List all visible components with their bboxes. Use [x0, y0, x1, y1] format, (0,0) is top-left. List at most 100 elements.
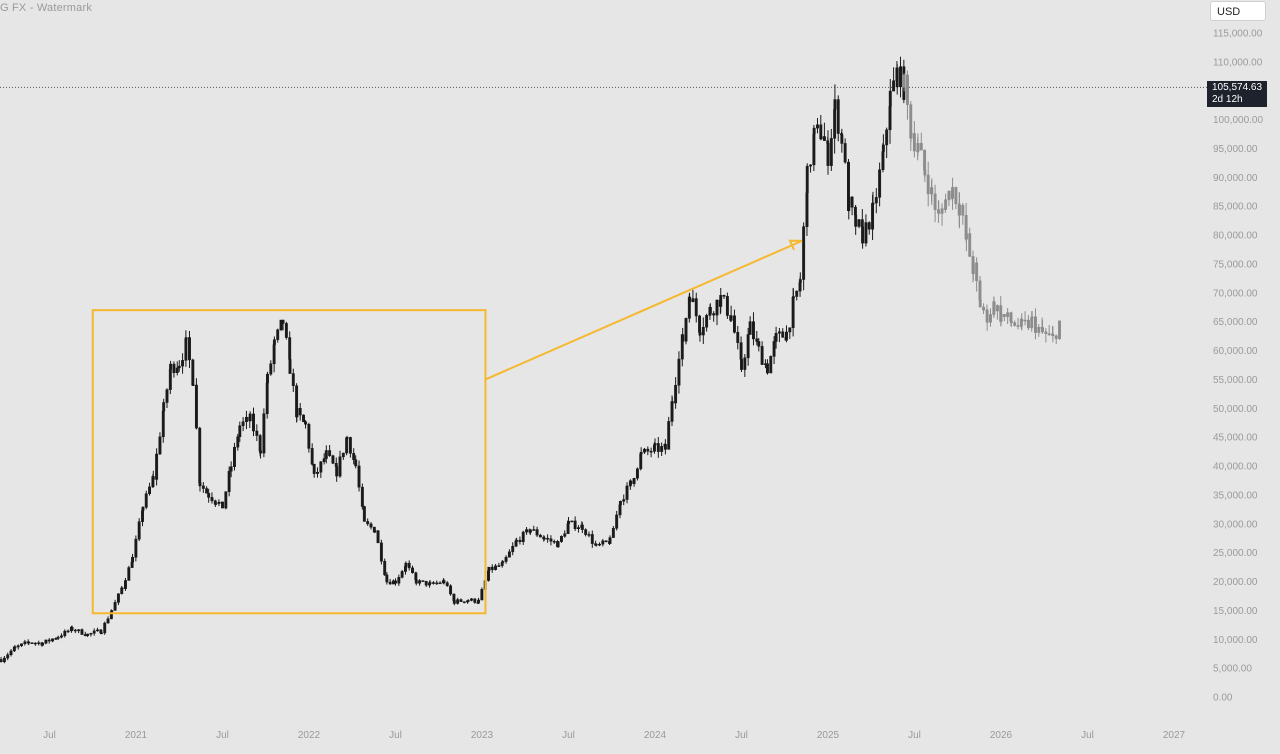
actual-candle-body — [892, 80, 896, 92]
actual-candle-body — [241, 421, 245, 426]
actual-candle-body — [452, 600, 456, 604]
actual-candle-body — [141, 507, 145, 511]
actual-candle-body — [802, 226, 806, 280]
actual-candle-body — [601, 540, 605, 545]
actual-candle-body — [732, 315, 736, 333]
actual-candle-body — [169, 363, 173, 370]
actual-candle-body — [725, 296, 729, 316]
projection-candle-body — [1020, 318, 1024, 322]
projection-candle-body — [968, 233, 972, 257]
actual-candle-body — [532, 529, 536, 531]
actual-candle-body — [373, 530, 377, 533]
projection-candle-body — [1023, 319, 1027, 322]
actual-candle-body — [701, 326, 705, 336]
actual-candle-body — [584, 529, 588, 535]
y-tick-label: 70,000.00 — [1213, 288, 1258, 299]
actual-candle-body — [307, 423, 311, 449]
actual-candle-body — [319, 461, 323, 473]
y-tick-label: 65,000.00 — [1213, 317, 1258, 328]
x-tick-label: 2022 — [298, 730, 321, 741]
actual-candle-body — [518, 539, 522, 542]
current-price-tag: 105,574.63 2d 12h — [1207, 81, 1267, 107]
actual-candle-body — [63, 630, 67, 637]
actual-candle-body — [60, 635, 63, 638]
candle-countdown: 2d 12h — [1212, 94, 1243, 105]
actual-candle-body — [281, 319, 285, 324]
actual-candle-body — [895, 67, 899, 88]
actual-candle-body — [674, 385, 678, 404]
actual-candle-body — [369, 523, 373, 528]
actual-candle-body — [137, 521, 141, 540]
actual-candle-body — [2, 657, 6, 663]
actual-candle-body — [871, 202, 875, 205]
actual-candle-body — [752, 321, 755, 340]
actual-candle-body — [44, 639, 48, 644]
actual-candle-body — [546, 537, 550, 540]
actual-candle-body — [715, 299, 719, 316]
y-tick-label: 60,000.00 — [1213, 346, 1258, 357]
actual-candle-body — [9, 650, 13, 655]
actual-candle-body — [490, 566, 494, 570]
x-tick-label: Jul — [562, 730, 575, 741]
actual-candle-body — [477, 599, 480, 603]
projection-candle-body — [958, 204, 961, 216]
projection-candle-body — [916, 143, 920, 152]
actual-candle-body — [639, 451, 643, 455]
currency-selector[interactable]: USD — [1210, 1, 1266, 21]
actual-candle-body — [335, 466, 339, 477]
actual-candle-body — [462, 601, 466, 603]
actual-candle-body — [822, 136, 826, 141]
actual-candle-body — [376, 530, 380, 544]
y-tick-label: 30,000.00 — [1213, 519, 1258, 530]
projection-candle-body — [1041, 327, 1044, 332]
actual-candle-body — [198, 427, 202, 484]
actual-candle-body — [259, 450, 263, 454]
actual-candle-body — [473, 598, 477, 603]
actual-candle-body — [487, 570, 490, 581]
actual-candle-body — [781, 331, 785, 338]
actual-candle-body — [27, 641, 31, 644]
actual-candle-body — [328, 450, 332, 456]
actual-candle-body — [684, 318, 688, 342]
actual-candle-body — [816, 124, 819, 129]
projection-candle-body — [940, 208, 944, 214]
x-tick-label: 2021 — [125, 730, 148, 741]
actual-candle-body — [556, 541, 560, 548]
projection-candle-body — [909, 133, 913, 139]
actual-candle-body — [899, 66, 902, 88]
actual-candle-body — [385, 574, 389, 583]
actual-candle-body — [291, 373, 295, 387]
actual-candle-body — [691, 298, 695, 302]
actual-candle-body — [400, 571, 404, 578]
actual-candle-body — [134, 538, 138, 558]
projection-candle-body — [933, 193, 937, 210]
actual-candle-body — [812, 127, 816, 135]
actual-candle-body — [198, 482, 202, 487]
actual-candle-body — [743, 357, 747, 370]
actual-candle-body — [424, 580, 428, 586]
actual-candle-body — [421, 580, 425, 582]
actual-candle-body — [819, 136, 823, 140]
actual-candle-body — [528, 529, 532, 533]
actual-candle-body — [248, 413, 252, 422]
actual-candle-body — [210, 497, 214, 502]
y-tick-label: 10,000.00 — [1213, 635, 1258, 646]
actual-candle-body — [262, 413, 266, 454]
actual-candle-body — [805, 192, 809, 227]
actual-candle-body — [338, 456, 342, 477]
projection-candle-body — [1058, 320, 1061, 339]
actual-candle-body — [54, 638, 58, 640]
projection-candle-body — [995, 305, 999, 312]
projection-candle-body — [1009, 321, 1013, 323]
actual-candle-body — [279, 319, 283, 331]
actual-candle-body — [244, 416, 248, 422]
actual-candle-body — [688, 296, 692, 302]
actual-candle-body — [538, 534, 542, 538]
actual-candle-body — [656, 443, 660, 452]
actual-candle-body — [833, 99, 837, 110]
actual-candle-body — [394, 580, 397, 584]
actual-candle-body — [418, 580, 422, 584]
actual-candle-body — [345, 437, 349, 454]
